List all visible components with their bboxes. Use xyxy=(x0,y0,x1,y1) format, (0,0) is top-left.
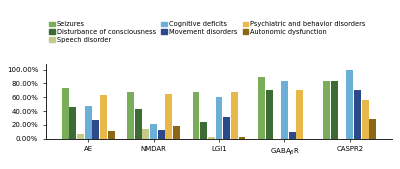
Bar xyxy=(85,105,92,139)
Bar xyxy=(223,117,230,139)
Bar xyxy=(266,90,272,139)
Bar xyxy=(127,92,134,139)
Bar xyxy=(142,129,149,139)
Bar xyxy=(135,109,142,139)
Bar xyxy=(323,81,330,139)
Bar xyxy=(258,77,265,139)
Bar xyxy=(346,70,353,139)
Bar xyxy=(166,94,172,139)
Legend: Seizures, Disturbance of consciousness, Speech disorder, Cognitive deficits, Mov: Seizures, Disturbance of consciousness, … xyxy=(49,21,366,43)
Bar xyxy=(281,81,288,139)
Bar xyxy=(296,90,303,139)
Bar xyxy=(173,126,180,139)
Bar xyxy=(208,137,215,139)
Bar xyxy=(62,88,69,139)
Bar xyxy=(289,132,296,139)
Bar xyxy=(108,131,115,139)
Bar xyxy=(158,130,165,139)
Bar xyxy=(354,90,361,139)
Bar xyxy=(231,92,238,139)
Bar xyxy=(362,100,368,139)
Bar xyxy=(192,92,200,139)
Bar xyxy=(216,97,222,139)
Bar xyxy=(70,107,76,139)
Bar xyxy=(77,135,84,139)
Bar xyxy=(369,119,376,139)
Bar xyxy=(238,137,246,139)
Bar xyxy=(331,81,338,139)
Bar xyxy=(92,120,99,139)
Bar xyxy=(100,94,107,139)
Bar xyxy=(200,122,207,139)
Bar xyxy=(150,124,157,139)
